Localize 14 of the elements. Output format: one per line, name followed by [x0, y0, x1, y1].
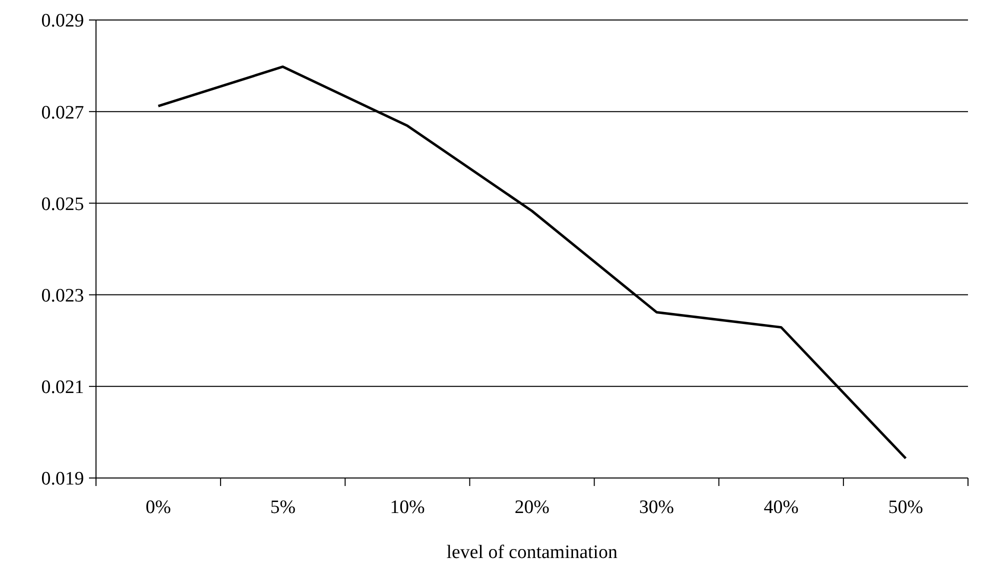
x-tick-label: 0% — [146, 497, 172, 518]
y-tick-label: 0.021 — [41, 377, 84, 398]
x-tick-label: 10% — [390, 497, 426, 518]
y-tick-label: 0.027 — [41, 102, 84, 124]
x-tick-label: 40% — [764, 497, 799, 518]
x-tick-label: 30% — [639, 497, 674, 518]
y-tick-label: 0.019 — [41, 468, 84, 490]
y-tick-label: 0.029 — [41, 10, 84, 32]
y-tick-label: 0.023 — [41, 285, 84, 306]
x-axis-title: level of contamination — [446, 542, 618, 563]
x-tick-label: 50% — [888, 497, 924, 518]
x-tick-label: 20% — [514, 497, 550, 518]
y-tick-label: 0.025 — [41, 194, 84, 215]
x-tick-label: 5% — [270, 497, 296, 518]
